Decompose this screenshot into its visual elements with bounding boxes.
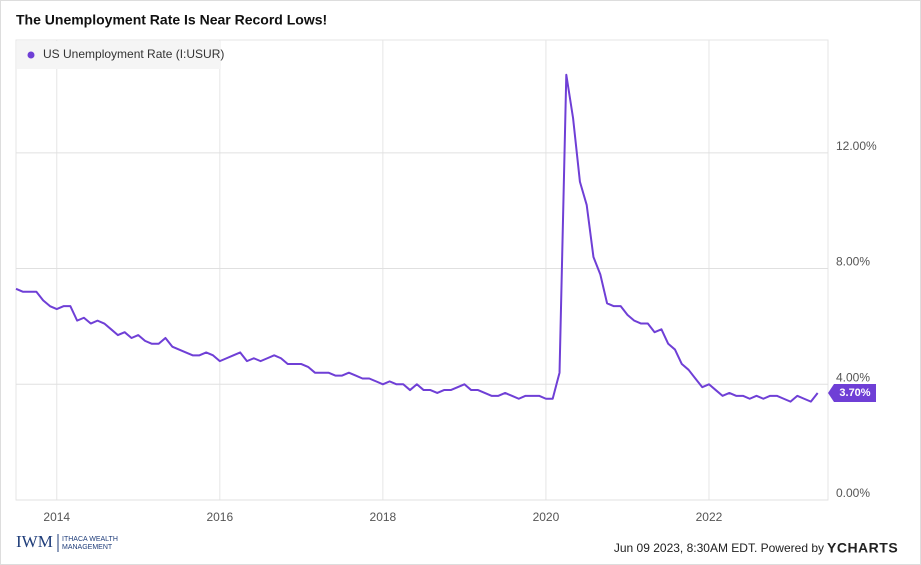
x-tick-label: 2022 (696, 510, 723, 524)
brand: YCHARTS (827, 540, 898, 556)
logo: IWM (16, 532, 53, 551)
x-tick-label: 2018 (370, 510, 397, 524)
credit: Jun 09 2023, 8:30AM EDT. Powered by (614, 541, 824, 555)
y-tick-label: 4.00% (836, 370, 870, 384)
legend-label: US Unemployment Rate (I:USUR) (43, 47, 224, 61)
x-tick-label: 2014 (43, 510, 70, 524)
legend-box (17, 41, 221, 69)
y-tick-label: 12.00% (836, 139, 877, 153)
x-tick-label: 2020 (533, 510, 560, 524)
chart-title: The Unemployment Rate Is Near Record Low… (16, 12, 327, 28)
value-label-box (828, 383, 876, 402)
plot-area (15, 39, 829, 501)
y-tick-label: 0.00% (836, 486, 870, 500)
series-line (15, 73, 819, 403)
logo-text: ITHACA WEALTH (62, 536, 118, 543)
value-label: 3.70% (839, 387, 870, 399)
legend-swatch (27, 51, 35, 59)
y-tick-label: 8.00% (836, 255, 870, 269)
x-tick-label: 2016 (206, 510, 233, 524)
logo-text: MANAGEMENT (62, 544, 113, 551)
